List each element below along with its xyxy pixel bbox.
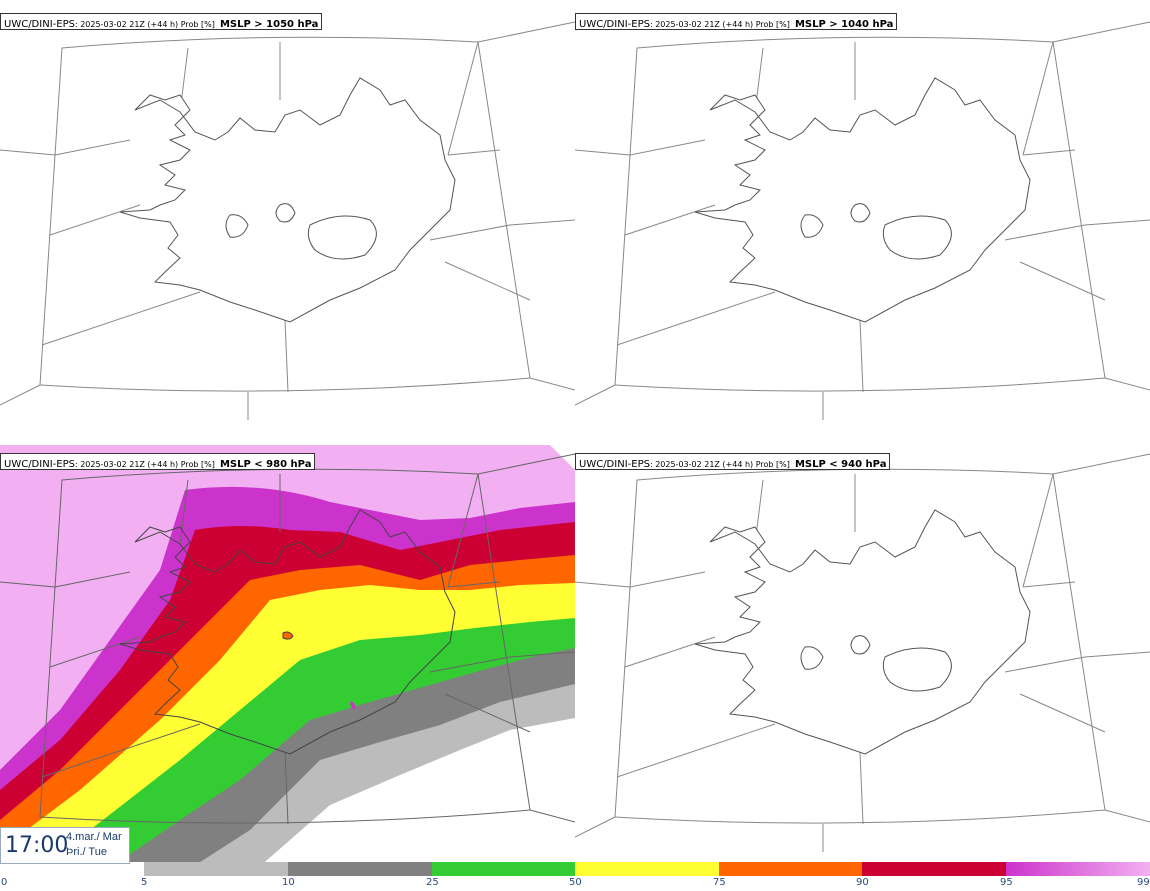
- panel-title: UWC/DINI-EPS: 2025-03-02 21Z (+44 h) Pro…: [575, 13, 898, 30]
- colorbar-segment-10-25: [288, 862, 432, 876]
- colorbar-tick: 50: [569, 877, 582, 888]
- iceland-coastline: [694, 77, 1031, 323]
- colorbar-tick: 25: [426, 877, 439, 888]
- model-name: UWC/DINI-EPS: [4, 459, 75, 470]
- map-panel-4: UWC/DINI-EPS: 2025-03-02 21Z (+44 h) Pro…: [575, 440, 1150, 875]
- iceland-coastline: [119, 509, 456, 755]
- map-grid: [0, 453, 575, 825]
- map-grid: [575, 453, 1150, 852]
- panel-title: UWC/DINI-EPS: 2025-03-02 21Z (+44 h) Pro…: [0, 13, 323, 30]
- colorbar-tick: 99: [1137, 877, 1150, 888]
- colorbar-segment-50-75: [575, 862, 719, 876]
- model-name: UWC/DINI-EPS: [579, 459, 650, 470]
- run-info: : 2025-03-02 21Z (+44 h) Prob [%]: [74, 20, 215, 29]
- colorbar-tick: 90: [856, 877, 869, 888]
- parameter-label: MSLP < 940 hPa: [794, 459, 887, 470]
- iceland-coastline: [119, 77, 456, 323]
- map-panel-2: UWC/DINI-EPS: 2025-03-02 21Z (+44 h) Pro…: [575, 0, 1150, 435]
- parameter-label: MSLP > 1040 hPa: [794, 19, 894, 30]
- colorbar-segment-90-95: [862, 862, 1006, 876]
- colorbar-tick: 95: [1000, 877, 1013, 888]
- valid-time: 17:00: [5, 833, 69, 858]
- probability-map: [0, 445, 575, 875]
- colorbar-tick: 10: [282, 877, 295, 888]
- colorbar: 0 5 10 25 50 75 90 95 99: [0, 862, 1150, 891]
- model-name: UWC/DINI-EPS: [4, 19, 75, 30]
- colorbar-tick: 75: [713, 877, 726, 888]
- iceland-map: [575, 453, 1150, 852]
- colorbar-tick: 0: [1, 877, 8, 888]
- iceland-coastline: [694, 509, 1031, 755]
- run-info: : 2025-03-02 21Z (+44 h) Prob [%]: [649, 20, 790, 29]
- colorbar-segment-95-99: [1006, 862, 1150, 876]
- parameter-label: MSLP > 1050 hPa: [219, 19, 319, 30]
- panel-title: UWC/DINI-EPS: 2025-03-02 21Z (+44 h) Pro…: [575, 453, 891, 470]
- iceland-map: [575, 21, 1150, 420]
- map-grid: [0, 21, 575, 420]
- iceland-map: [0, 21, 575, 420]
- valid-weekday: Þri./ Tue: [66, 846, 107, 858]
- model-name: UWC/DINI-EPS: [579, 19, 650, 30]
- map-panel-1: UWC/DINI-EPS: 2025-03-02 21Z (+44 h) Pro…: [0, 0, 575, 435]
- run-info: : 2025-03-02 21Z (+44 h) Prob [%]: [649, 460, 790, 469]
- valid-date: 4.mar./ Mar: [66, 831, 122, 843]
- valid-time-box: 17:00 4.mar./ Mar Þri./ Tue: [0, 827, 130, 864]
- run-info: : 2025-03-02 21Z (+44 h) Prob [%]: [74, 460, 215, 469]
- map-panel-3: UWC/DINI-EPS: 2025-03-02 21Z (+44 h) Pro…: [0, 440, 575, 875]
- panel-title: UWC/DINI-EPS: 2025-03-02 21Z (+44 h) Pro…: [0, 453, 316, 470]
- colorbar-tick: 5: [141, 877, 148, 888]
- colorbar-segment-25-50: [432, 862, 575, 876]
- parameter-label: MSLP < 980 hPa: [219, 459, 312, 470]
- colorbar-segment-75-90: [719, 862, 862, 876]
- colorbar-segment-5-10: [144, 862, 288, 876]
